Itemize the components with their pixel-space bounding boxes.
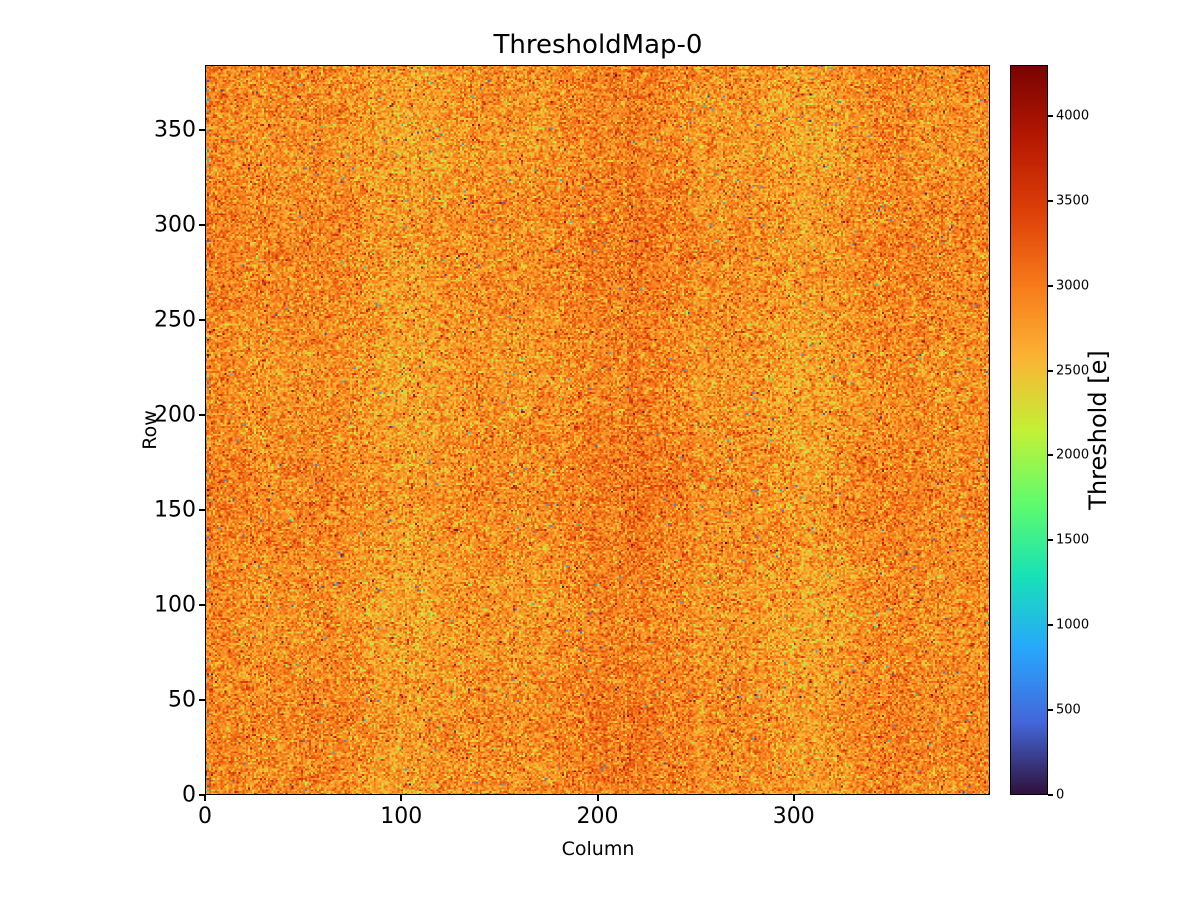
x-tick-label: 300	[772, 804, 815, 829]
y-tick-label: 50	[168, 687, 196, 713]
y-tick-label: 200	[154, 402, 196, 428]
y-tick-mark	[199, 508, 205, 511]
colorbar-tick-mark	[1048, 794, 1053, 796]
x-tick-label: 200	[576, 804, 619, 829]
y-tick-label: 0	[182, 782, 196, 808]
colorbar-tick-label: 1500	[1056, 532, 1090, 548]
colorbar-tick-label: 1000	[1056, 617, 1090, 633]
y-tick-label: 150	[154, 497, 196, 523]
y-tick-label: 350	[154, 117, 196, 143]
colorbar-tick-label: 2500	[1056, 363, 1090, 379]
y-tick-mark	[199, 128, 205, 131]
x-tick-mark	[792, 795, 795, 801]
colorbar-tick-mark	[1048, 284, 1053, 287]
x-tick-mark	[596, 795, 599, 801]
heatmap-canvas	[205, 65, 990, 795]
y-tick-mark	[199, 223, 205, 226]
y-tick-label: 100	[154, 592, 196, 618]
x-tick-label: 0	[198, 804, 212, 829]
colorbar-tick-mark	[1048, 199, 1053, 202]
x-tick-label: 100	[380, 804, 423, 829]
y-tick-mark	[199, 603, 205, 606]
colorbar-tick-label: 4000	[1056, 108, 1090, 124]
y-tick-label: 250	[154, 307, 196, 333]
y-tick-mark	[199, 698, 205, 701]
colorbar-tick-label: 2000	[1056, 447, 1090, 463]
y-tick-mark	[199, 318, 205, 321]
colorbar-tick-label: 3500	[1056, 193, 1090, 209]
colorbar-tick-mark	[1048, 114, 1053, 117]
y-tick-mark	[199, 413, 205, 416]
x-tick-mark	[400, 795, 403, 801]
x-axis-label: Column	[561, 838, 635, 860]
colorbar-tick-label: 500	[1056, 702, 1081, 718]
chart-title: ThresholdMap-0	[493, 30, 703, 60]
colorbar-tick-mark	[1048, 369, 1053, 372]
y-tick-mark	[199, 794, 205, 796]
colorbar-canvas	[1010, 65, 1048, 795]
colorbar-tick-label: 3000	[1056, 278, 1090, 294]
colorbar-tick-mark	[1048, 454, 1053, 457]
y-tick-label: 300	[154, 212, 196, 238]
colorbar-tick-mark	[1048, 709, 1053, 712]
x-tick-mark	[204, 795, 206, 801]
colorbar-tick-mark	[1048, 624, 1053, 627]
colorbar-tick-mark	[1048, 539, 1053, 542]
colorbar-tick-label: 0	[1056, 787, 1065, 803]
